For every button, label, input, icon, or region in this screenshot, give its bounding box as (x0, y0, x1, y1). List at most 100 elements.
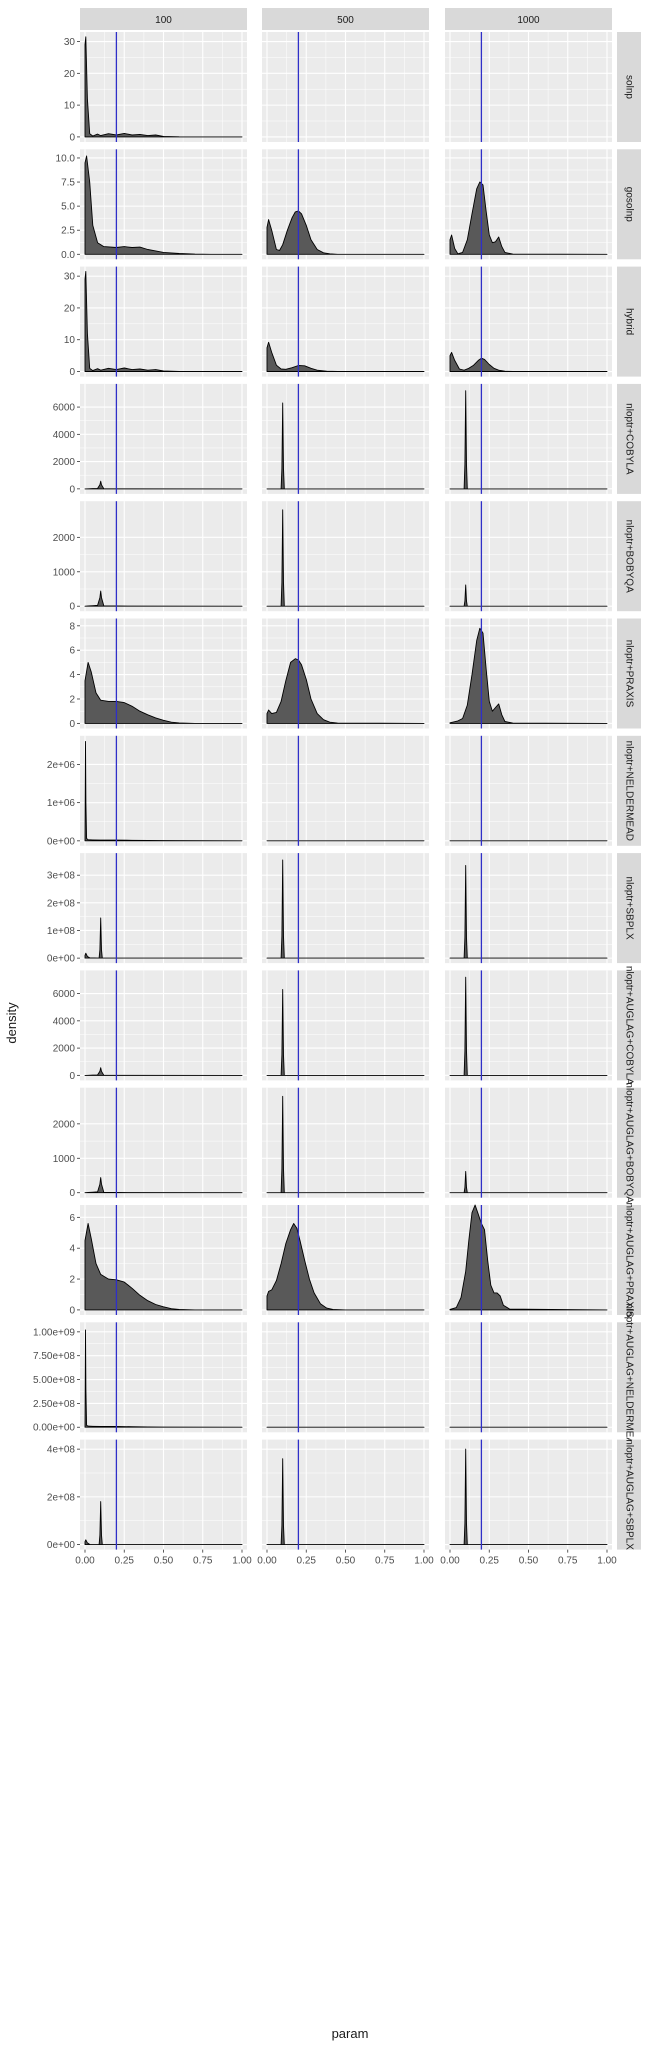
panel-gosolnp-1000 (445, 149, 612, 260)
density-area (449, 351, 608, 372)
y-tick-label: 6 (69, 1213, 75, 1224)
y-tick-label: 2000 (53, 457, 76, 468)
y-tick-label: 2.50e+08 (33, 1399, 75, 1410)
panel-nloptr-auglag-sbplx-100 (80, 1439, 247, 1550)
panel-nloptr-neldermead-100 (80, 735, 247, 846)
y-tick-label: 0 (69, 602, 75, 613)
panel-nloptr-auglag-cobyla-500 (262, 970, 429, 1081)
row-strip-label: nloptr+NELDERMEAD (623, 741, 634, 841)
row-strip-label: nloptr+PRAXIS (623, 640, 634, 708)
x-tick-label: 0.75 (375, 1556, 395, 1567)
row-strip-nloptr-cobyla (617, 383, 641, 494)
y-tick-label: 0 (69, 484, 75, 495)
density-area (449, 976, 608, 1076)
row-strip-nloptr-auglag-sbplx (617, 1439, 641, 1550)
y-tick-label: 1e+06 (47, 798, 76, 809)
y-tick-label: 0.0 (61, 250, 75, 261)
y-tick-label: 0 (69, 367, 75, 378)
x-tick-label: 0.25 (115, 1556, 135, 1567)
x-axis-title: param (332, 2026, 369, 2041)
panel-nloptr-auglag-praxis-500 (262, 1205, 429, 1315)
panel-nloptr-sbplx-1000 (445, 853, 612, 964)
y-tick-label: 2e+08 (47, 898, 76, 909)
y-tick-label: 10 (64, 335, 76, 346)
panel-nloptr-auglag-neldermead-1000 (445, 1322, 612, 1433)
density-area (266, 989, 425, 1076)
column-strip-label: 1000 (517, 15, 540, 26)
density-area (449, 181, 608, 255)
y-tick-label: 2e+06 (47, 760, 76, 771)
panel-nloptr-cobyla-100 (80, 383, 247, 494)
row-strip-label: nloptr+SBPLX (623, 877, 634, 940)
panel-nloptr-auglag-cobyla-100 (80, 970, 247, 1081)
density-area (84, 155, 243, 255)
x-tick-label: 1.00 (414, 1556, 434, 1567)
row-strip-solnp (617, 32, 641, 142)
y-tick-label: 4000 (53, 1016, 76, 1027)
density-area (266, 210, 425, 255)
panel-nloptr-neldermead-500 (262, 735, 429, 846)
y-tick-label: 8 (69, 621, 75, 632)
row-strip-nloptr-auglag-cobyla (617, 970, 641, 1081)
row-strip-gosolnp (617, 149, 641, 260)
row-strip-label: nloptr+AUGLAG+NELDERMEAD (623, 1303, 634, 1451)
y-tick-label: 2000 (53, 1119, 76, 1130)
panel-nloptr-auglag-sbplx-500 (262, 1439, 429, 1550)
column-strip-100 (80, 8, 247, 30)
panel-nloptr-auglag-praxis-1000 (445, 1204, 612, 1315)
y-tick-label: 0.00e+00 (33, 1423, 75, 1434)
y-tick-label: 1.00e+09 (33, 1327, 75, 1338)
density-area (449, 1204, 608, 1311)
y-tick-label: 3e+08 (47, 871, 76, 882)
y-tick-label: 1e+08 (47, 926, 76, 937)
x-tick-label: 1.00 (597, 1556, 617, 1567)
y-tick-label: 1000 (53, 567, 76, 578)
column-strip-label: 100 (155, 15, 172, 26)
x-tick-label: 0.00 (440, 1556, 460, 1567)
panel-solnp-100 (80, 32, 247, 142)
density-area (84, 1177, 243, 1194)
y-tick-label: 2000 (53, 1044, 76, 1055)
y-tick-label: 0 (69, 1305, 75, 1316)
panel-hybrid-1000 (445, 266, 612, 377)
panel-nloptr-praxis-1000 (445, 618, 612, 729)
panel-nloptr-auglag-neldermead-100 (80, 1322, 247, 1433)
y-tick-label: 4000 (53, 430, 76, 441)
row-strip-label: hybrid (623, 308, 634, 335)
density-area (84, 270, 243, 372)
panel-nloptr-auglag-bobyqa-500 (262, 1087, 429, 1198)
x-tick-label: 0.50 (336, 1556, 356, 1567)
x-tick-label: 0.25 (297, 1556, 317, 1567)
y-tick-label: 0 (69, 1071, 75, 1082)
row-strip-label: gosolnp (623, 187, 634, 222)
panel-nloptr-neldermead-1000 (445, 735, 612, 846)
panel-nloptr-bobyqa-1000 (445, 501, 612, 612)
panel-nloptr-praxis-100 (80, 618, 247, 729)
y-tick-label: 4 (69, 670, 75, 681)
row-strip-nloptr-sbplx (617, 853, 641, 964)
y-tick-label: 30 (64, 272, 76, 283)
panel-nloptr-bobyqa-100 (80, 501, 247, 612)
panel-hybrid-100 (80, 266, 247, 377)
y-tick-label: 5.00e+08 (33, 1375, 75, 1386)
density-area (84, 661, 243, 724)
y-axis-title: density (4, 1002, 19, 1044)
row-strip-label: nloptr+AUGLAG+BOBYQA (623, 1082, 634, 1203)
row-strip-hybrid (617, 266, 641, 377)
x-tick-label: 1.00 (232, 1556, 252, 1567)
x-tick-label: 0.75 (193, 1556, 213, 1567)
column-strip-label: 500 (337, 15, 354, 26)
y-tick-label: 0 (69, 1188, 75, 1199)
panel-nloptr-praxis-500 (262, 618, 429, 729)
y-tick-label: 2.5 (61, 226, 75, 237)
density-area (449, 865, 608, 959)
density-area (266, 1095, 425, 1194)
y-tick-label: 0 (69, 719, 75, 730)
panel-solnp-1000 (445, 32, 612, 142)
y-tick-label: 7.50e+08 (33, 1351, 75, 1362)
density-area (266, 402, 425, 490)
density-area (449, 1170, 608, 1194)
density-area (449, 584, 608, 607)
